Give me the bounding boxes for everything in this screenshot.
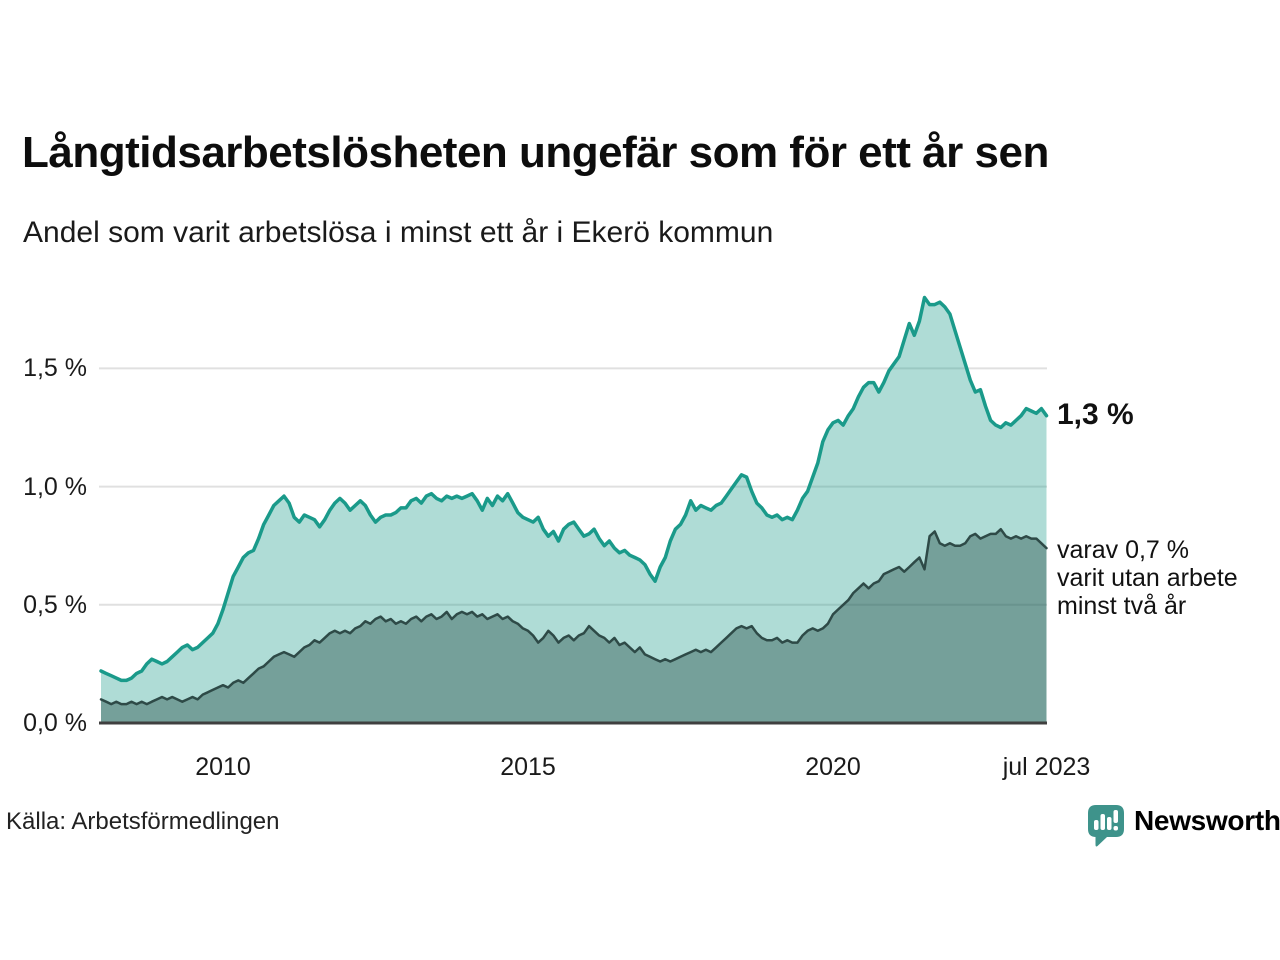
page-title: Långtidsarbetslösheten ungefär som för e…	[22, 128, 1049, 177]
series-primary-area	[101, 297, 1047, 723]
series-secondary-line	[99, 527, 1048, 706]
y-tick-label: 1,5 %	[23, 354, 87, 383]
x-tick-label: 2015	[500, 753, 556, 781]
secondary-annotation-line-2: varit utan arbete	[1057, 564, 1238, 592]
newsworthy-brand[interactable]: Newsworthy	[1086, 803, 1280, 854]
series-secondary-area	[101, 529, 1047, 723]
secondary-annotation-line-1: varav 0,7 %	[1057, 536, 1190, 564]
series-primary-line	[99, 295, 1049, 683]
secondary-annotation-line-3: minst två år	[1057, 592, 1187, 620]
source-attribution: Källa: Arbetsförmedlingen	[6, 808, 280, 835]
primary-series-end-value-label: 1,3 %	[1057, 398, 1134, 431]
y-tick-label: 0,0 %	[23, 709, 87, 737]
x-tick-label: 2020	[805, 753, 861, 781]
newsworthy-logo-icon	[1086, 803, 1126, 854]
newsworthy-wordmark: Newsworthy	[1134, 805, 1280, 836]
y-tick-label: 1,0 %	[23, 472, 87, 501]
page-subtitle: Andel som varit arbetslösa i minst ett å…	[23, 216, 774, 249]
y-tick-label: 0,5 %	[23, 590, 87, 619]
speech-bubble-shape	[1088, 805, 1124, 847]
secondary-series-annotation: varav 0,7 % varit utan arbete minst två …	[1057, 536, 1238, 620]
x-tick-label: 2010	[195, 753, 251, 781]
x-tick-label: jul 2023	[1002, 753, 1091, 781]
